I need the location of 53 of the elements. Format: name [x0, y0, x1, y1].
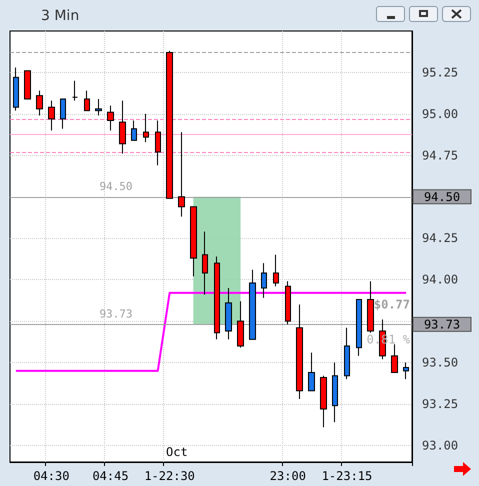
candlestick [13, 66, 19, 112]
chart-title: 3 Min [41, 8, 80, 24]
candlestick [36, 90, 43, 116]
candlestick [119, 100, 126, 154]
candlestick [190, 206, 197, 277]
y-tick-label: 95.00 [422, 106, 458, 121]
candlestick [249, 269, 256, 340]
text: 94.50 [424, 190, 460, 204]
text: 93.73 [424, 317, 460, 332]
y-tick-label: 94.25 [422, 231, 458, 246]
candlestick [84, 90, 90, 112]
x-tick-label: 1-22:30 [144, 469, 195, 483]
candlestick [48, 100, 55, 131]
candlestick [367, 280, 374, 334]
x-tick-label: 04:30 [33, 469, 70, 483]
y-tick-label: 94.75 [422, 148, 458, 162]
ref-line-label: 93.73 [99, 307, 133, 320]
y-tick-label: 93.25 [422, 396, 458, 411]
annotation: $0.77 [374, 298, 410, 312]
candlestick [178, 132, 185, 218]
candlestick [237, 300, 244, 348]
candlestick [285, 280, 291, 325]
candlestick [155, 120, 161, 166]
candlestick [143, 113, 149, 143]
candlestick [60, 98, 66, 130]
x-tick-label: 04:45 [92, 469, 129, 483]
x-tick-label: 23:00 [270, 469, 306, 483]
candlestick [107, 105, 114, 131]
y-tick-label: 93.00 [422, 438, 458, 452]
candlestick [273, 254, 279, 287]
candlestick [72, 80, 78, 102]
y-tick-label: 93.50 [422, 356, 458, 370]
candlestick [344, 327, 350, 380]
x-tick-label: 1-23:15 [322, 469, 372, 483]
candlestick [403, 362, 409, 380]
ref-line-label: 94.50 [99, 180, 133, 193]
candlestick [308, 352, 315, 392]
candlestick [202, 231, 208, 296]
candlestick [320, 375, 327, 428]
candlestick [261, 262, 267, 298]
y-tick-label: 94.00 [422, 272, 458, 287]
y-tick-label: 95.25 [422, 65, 458, 80]
candlestick [356, 299, 362, 356]
candlestick [225, 287, 232, 340]
candlestick [214, 256, 220, 340]
annotation: Oct [166, 445, 188, 459]
candlestick [332, 362, 338, 423]
candlestick [166, 50, 173, 199]
candlestick [391, 344, 398, 373]
candlestick [95, 98, 102, 116]
candlestick [24, 70, 31, 100]
candlestick [131, 120, 137, 141]
candlestick [296, 304, 303, 400]
